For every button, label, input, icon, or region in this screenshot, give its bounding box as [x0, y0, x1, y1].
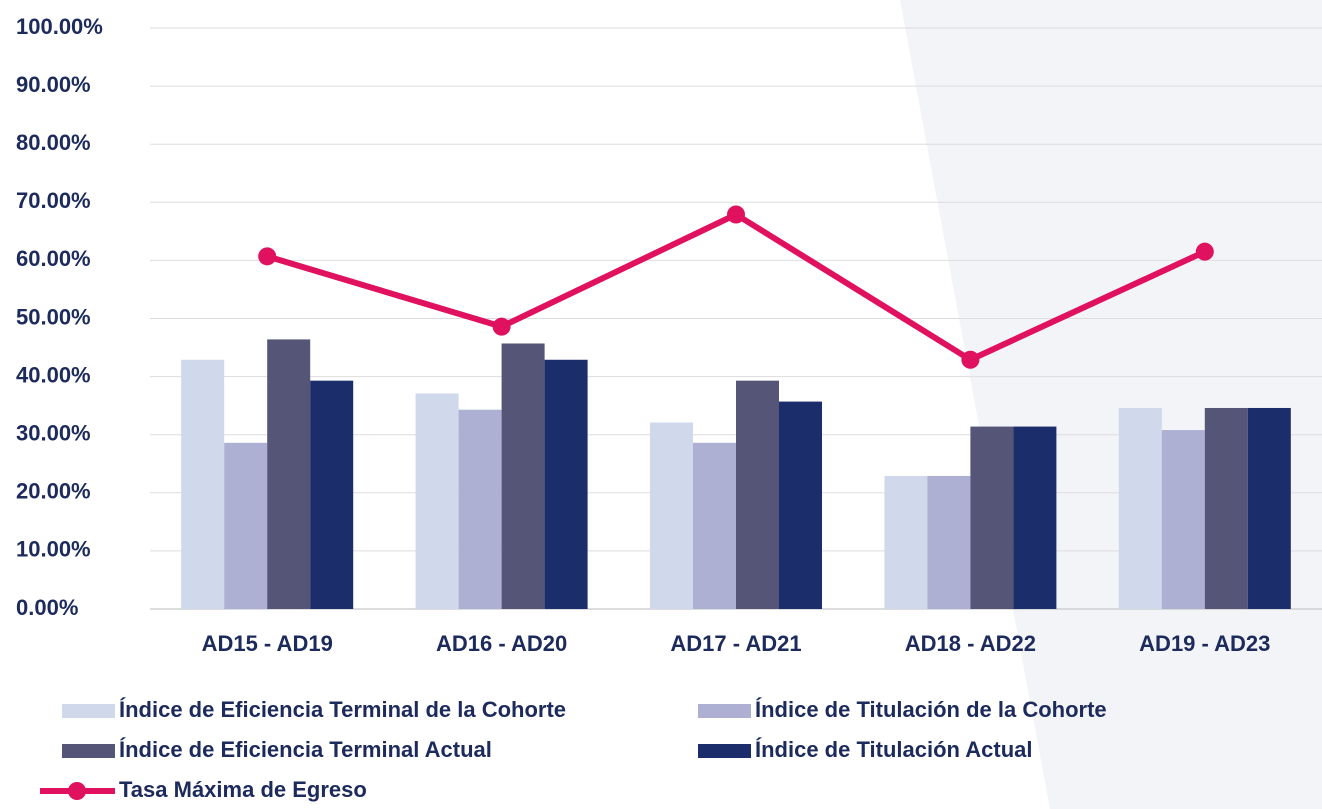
x-tick-label: AD17 - AD21 — [670, 631, 801, 656]
bar — [415, 393, 459, 609]
y-tick-label: 50.00% — [16, 304, 91, 329]
bar — [181, 359, 225, 609]
legend-label: Tasa Máxima de Egreso — [119, 777, 367, 802]
legend-label: Índice de Eficiencia Terminal Actual — [119, 737, 492, 762]
legend-swatch — [62, 744, 115, 758]
x-tick-label: AD18 - AD22 — [905, 631, 1036, 656]
y-tick-label: 90.00% — [16, 72, 91, 97]
bar — [884, 475, 928, 609]
x-tick-label: AD15 - AD19 — [202, 631, 333, 656]
line-point — [492, 317, 511, 336]
bar — [310, 380, 354, 609]
y-tick-label: 40.00% — [16, 362, 91, 387]
y-tick-label: 20.00% — [16, 479, 91, 504]
bar — [1204, 407, 1248, 609]
bar — [1247, 407, 1291, 609]
legend-label: Índice de Titulación Actual — [755, 737, 1033, 762]
legend-marker — [68, 782, 86, 800]
legend-swatch — [698, 704, 751, 718]
bar — [736, 380, 779, 609]
line-point — [961, 350, 980, 369]
legend-swatch — [62, 704, 115, 718]
line-point — [727, 205, 745, 224]
legend-label: Índice de Titulación de la Cohorte — [755, 697, 1107, 722]
y-tick-label: 10.00% — [16, 537, 91, 562]
y-tick-label: 60.00% — [16, 246, 91, 271]
line-point — [1195, 242, 1214, 261]
bar — [1118, 407, 1162, 609]
x-tick-label: AD16 - AD20 — [436, 631, 567, 656]
bar — [1013, 426, 1057, 609]
bar — [927, 475, 971, 609]
y-tick-label: 80.00% — [16, 130, 91, 155]
line-point — [258, 247, 277, 266]
bar — [267, 339, 311, 609]
y-tick-label: 70.00% — [16, 188, 91, 213]
legend-swatch — [698, 744, 751, 758]
bar — [458, 409, 502, 609]
bar — [1161, 430, 1205, 609]
bar — [779, 401, 822, 609]
bar — [650, 422, 693, 609]
x-tick-label: AD19 - AD23 — [1139, 631, 1270, 656]
bar — [970, 426, 1014, 609]
bar — [544, 359, 588, 609]
bar — [693, 442, 736, 609]
legend-label: Índice de Eficiencia Terminal de la Coho… — [119, 697, 566, 722]
y-tick-label: 100.00% — [16, 14, 103, 39]
bar — [224, 442, 268, 609]
y-tick-label: 30.00% — [16, 421, 91, 446]
bar — [501, 343, 545, 609]
y-tick-label: 0.00% — [16, 595, 78, 620]
